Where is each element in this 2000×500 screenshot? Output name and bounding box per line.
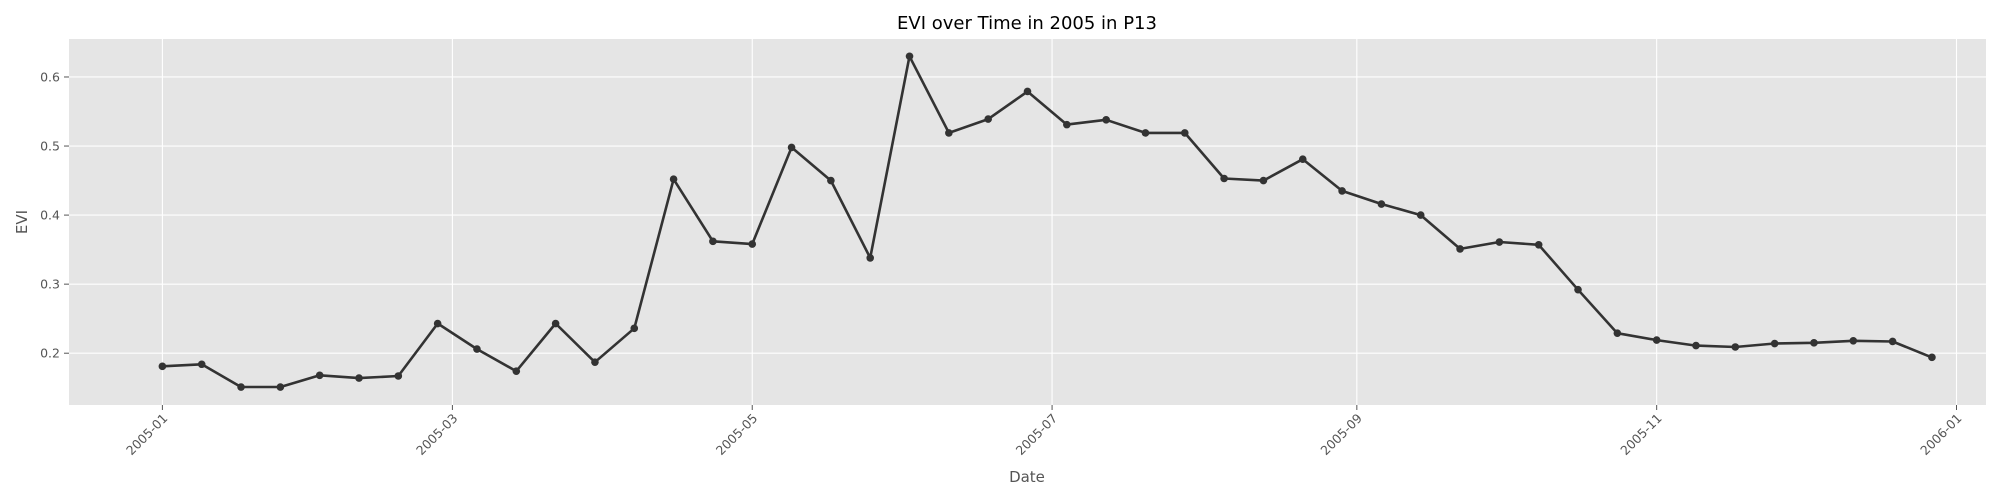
- x-axis-label: Date: [1009, 468, 1045, 486]
- data-point: [1928, 353, 1936, 362]
- x-tick-label: 2006-01: [1917, 411, 1965, 459]
- y-tick-label: 0.3: [40, 277, 60, 292]
- data-point: [1495, 238, 1504, 246]
- data-point: [1810, 339, 1818, 347]
- y-axis-label: EVI: [13, 210, 31, 234]
- data-point: [1298, 155, 1307, 163]
- data-point: [1338, 187, 1346, 195]
- data-point: [512, 367, 521, 375]
- data-point: [315, 371, 324, 380]
- data-point: [827, 176, 835, 185]
- x-tick-label: 2005-09: [1317, 410, 1365, 458]
- data-point: [197, 360, 206, 369]
- data-point: [866, 254, 875, 262]
- data-point: [433, 319, 442, 328]
- data-point: [237, 383, 245, 391]
- data-point: [158, 362, 167, 371]
- data-point: [1102, 115, 1110, 124]
- x-tick-label: 2005-11: [1617, 411, 1665, 459]
- data-point: [1770, 339, 1779, 348]
- data-point: [1888, 337, 1897, 346]
- data-point: [473, 345, 481, 353]
- y-tick-label: 0.4: [40, 208, 60, 223]
- data-point: [1220, 174, 1228, 183]
- y-tick-label: 0.6: [40, 69, 60, 84]
- data-point: [669, 175, 678, 183]
- data-point: [787, 143, 796, 152]
- data-point: [709, 237, 717, 246]
- data-point: [1456, 245, 1464, 253]
- data-point: [276, 383, 285, 391]
- data-point: [1534, 240, 1543, 249]
- x-tick-label: 2005-07: [1013, 411, 1061, 459]
- data-point: [355, 374, 363, 382]
- evi-series-line: [162, 54, 1933, 389]
- y-tick-label: 0.2: [40, 346, 60, 361]
- plot-background: [69, 39, 1986, 405]
- grid-lines: [69, 39, 1986, 405]
- x-tick-label: 2005-03: [413, 411, 461, 459]
- data-point: [984, 115, 992, 123]
- data-point: [1180, 129, 1189, 137]
- data-point: [1259, 176, 1268, 185]
- data-point: [748, 240, 757, 248]
- chart-title: EVI over Time in 2005 in P13: [897, 13, 1157, 34]
- data-point: [1023, 87, 1032, 96]
- data-point: [1692, 341, 1700, 350]
- data-point: [905, 52, 914, 61]
- data-point: [1063, 120, 1071, 129]
- data-point: [1377, 200, 1386, 208]
- data-point: [1141, 129, 1150, 137]
- x-tick-label: 2005-05: [713, 411, 761, 459]
- data-point: [591, 358, 599, 366]
- data-point: [630, 324, 639, 333]
- data-point: [1731, 343, 1740, 351]
- data-point: [551, 319, 560, 328]
- data-point: [1574, 285, 1582, 294]
- x-tick-label: 2005-01: [123, 411, 171, 459]
- data-point: [394, 372, 403, 380]
- data-point: [1652, 336, 1661, 344]
- y-tick-label: 0.5: [40, 139, 60, 154]
- data-point: [1613, 329, 1622, 337]
- data-point: [1416, 211, 1425, 219]
- series-layer: [158, 52, 1936, 391]
- data-point: [1849, 336, 1858, 345]
- data-point: [945, 129, 953, 137]
